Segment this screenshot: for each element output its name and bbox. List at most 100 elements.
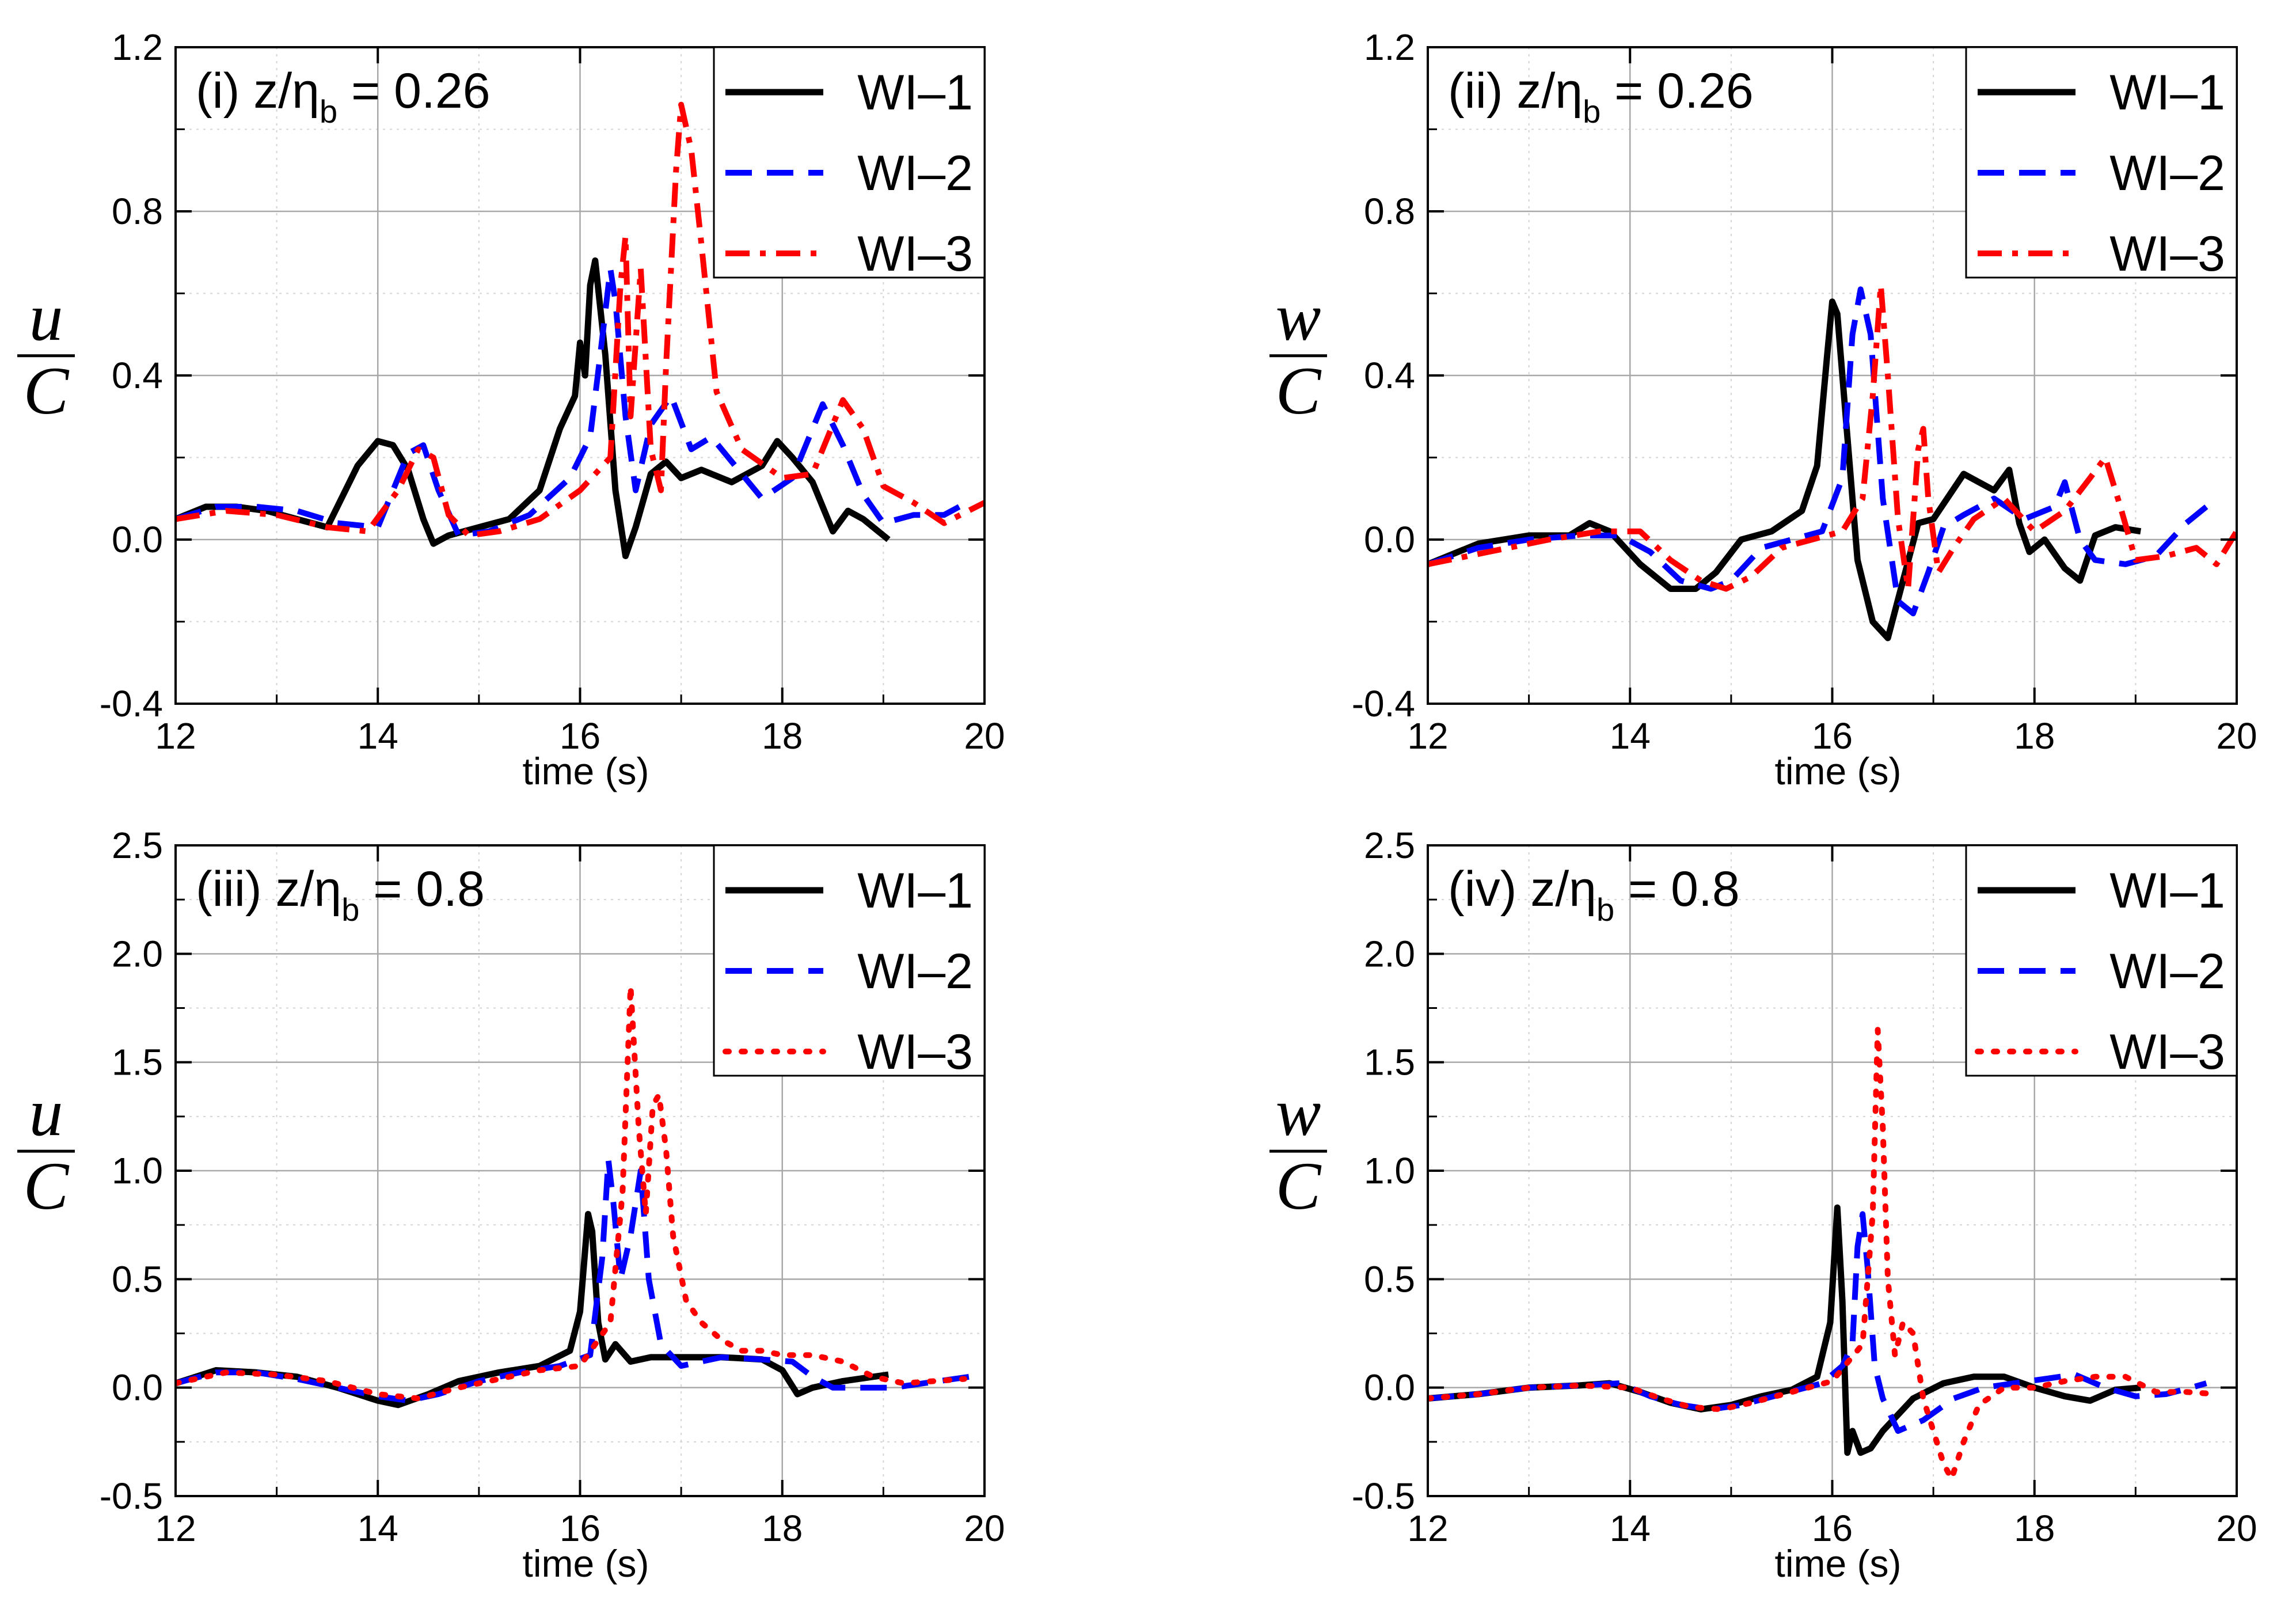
- annotation-prefix: (ii) z/η: [1448, 63, 1583, 119]
- y-tick-label: -0.5: [1352, 1475, 1415, 1517]
- x-axis-label: time (s): [523, 1542, 649, 1585]
- y-tick-label: 1.2: [112, 26, 163, 68]
- legend-label-wi1: WI–1: [2109, 65, 2225, 120]
- series-line-wi2: [176, 265, 961, 538]
- series-line-wi3: [176, 101, 984, 538]
- minor-grid: [1428, 47, 2237, 704]
- legend: WI–1 WI–2 WI–3: [713, 46, 986, 282]
- legend-label-wi3: WI–3: [857, 226, 973, 282]
- legend-box: [1965, 844, 2238, 1077]
- x-tick-label: 18: [762, 1508, 803, 1549]
- legend: WI–1 WI–2 WI–3: [1965, 844, 2238, 1080]
- y-tick-label: 2.0: [1364, 933, 1415, 974]
- legend-label-wi1: WI–1: [2109, 863, 2225, 918]
- y-tick-label: 2.0: [112, 933, 163, 974]
- x-tick-label: 20: [964, 1508, 1005, 1549]
- annotation-prefix: (i) z/η: [196, 63, 320, 119]
- annotation-subscript: b: [1583, 93, 1601, 130]
- minor-grid: [176, 47, 984, 704]
- annotation-suffix: = 0.8: [359, 861, 485, 917]
- x-tick-label: 12: [155, 1508, 196, 1549]
- y-tick-label: 0.8: [1364, 191, 1415, 232]
- series-line-wi3: [1428, 282, 2237, 592]
- y-axis-label-denominator: C: [24, 353, 70, 428]
- series-line-wi3: [1428, 1027, 2219, 1482]
- legend-label-wi3: WI–3: [857, 1024, 973, 1080]
- annotation-prefix: (iv) z/η: [1448, 861, 1596, 917]
- y-tick-label: 0.4: [112, 355, 163, 396]
- series-lines: [176, 101, 984, 559]
- panel-iv: 12 14 16 18 20 -0.5 0.0 0.5 1.0 1.5 2.0 2.5 time (s)…: [1269, 825, 2257, 1585]
- y-axis-label-numerator: w: [1276, 279, 1321, 355]
- panel-iii: 12 14 16 18 20 -0.5 0.0 0.5 1.0 1.5 2.0 2.5 time (s)…: [17, 825, 1005, 1585]
- y-tick-label: -0.4: [100, 683, 163, 724]
- x-tick-label: 14: [358, 715, 398, 757]
- series-line-wi1: [176, 1210, 889, 1409]
- y-tick-label: 0.0: [112, 1367, 163, 1409]
- legend-label-wi2: WI–2: [857, 146, 973, 201]
- x-tick-label: 16: [560, 1508, 600, 1549]
- x-axis-label: time (s): [523, 750, 649, 792]
- y-tick-label: 1.0: [112, 1150, 163, 1191]
- annotation-suffix: = 0.8: [1614, 861, 1740, 917]
- annotation-prefix: (iii) z/η: [196, 861, 341, 917]
- legend-box: [713, 844, 986, 1077]
- series-line-wi2: [1428, 286, 2208, 617]
- panel-annotation: (i) z/ηb = 0.26: [196, 63, 491, 130]
- y-tick-label: 1.0: [1364, 1150, 1415, 1191]
- legend-box: [1965, 46, 2238, 279]
- x-tick-label: 18: [762, 715, 803, 757]
- panel-i: 12 14 16 18 20 -0.4 0.0 0.4 0.8 1.2 time (s) uC (i) …: [17, 26, 1005, 792]
- y-tick-label: 0.5: [1364, 1258, 1415, 1300]
- y-axis-label-numerator: u: [29, 279, 63, 355]
- x-tick-label: 20: [964, 715, 1005, 757]
- x-tick-label: 16: [560, 715, 600, 757]
- annotation-suffix: = 0.26: [1601, 63, 1753, 119]
- y-axis-label-numerator: w: [1276, 1075, 1321, 1150]
- x-tick-label: 20: [2216, 1508, 2257, 1549]
- y-axis-label-denominator: C: [24, 1148, 70, 1224]
- y-tick-label: -0.5: [100, 1475, 163, 1517]
- legend-label-wi3: WI–3: [2109, 226, 2225, 282]
- x-tick-label: 18: [2014, 1508, 2055, 1549]
- legend-box: [713, 46, 986, 279]
- y-tick-label: 1.2: [1364, 26, 1415, 68]
- panel-annotation: (ii) z/ηb = 0.26: [1448, 63, 1754, 130]
- series-lines: [176, 983, 970, 1409]
- y-tick-label: -0.4: [1352, 683, 1415, 724]
- legend-label-wi1: WI–1: [857, 65, 973, 120]
- y-tick-label: 0.0: [1364, 1367, 1415, 1409]
- legend: WI–1 WI–2 WI–3: [713, 844, 986, 1080]
- y-tick-label: 0.4: [1364, 355, 1415, 396]
- y-tick-label: 0.8: [112, 191, 163, 232]
- x-axis-label: time (s): [1775, 750, 1902, 792]
- y-tick-label: 0.0: [112, 519, 163, 560]
- series-line-wi2: [176, 1157, 970, 1404]
- legend-label-wi2: WI–2: [2109, 944, 2225, 999]
- y-tick-label: 0.0: [1364, 519, 1415, 560]
- legend-label-wi1: WI–1: [857, 863, 973, 918]
- legend-label-wi2: WI–2: [2109, 146, 2225, 201]
- series-line-wi1: [1428, 298, 2142, 642]
- x-tick-label: 18: [2014, 715, 2055, 757]
- x-tick-label: 20: [2216, 715, 2257, 757]
- panel-annotation: (iii) z/ηb = 0.8: [196, 861, 485, 928]
- series-line-wi3: [176, 983, 967, 1402]
- series-line-wi1: [176, 257, 891, 559]
- x-tick-label: 14: [358, 1508, 398, 1549]
- annotation-subscript: b: [1596, 891, 1614, 928]
- series-lines: [1428, 282, 2237, 642]
- annotation-suffix: = 0.26: [337, 63, 490, 119]
- x-tick-label: 12: [155, 715, 196, 757]
- y-axis-label-denominator: C: [1276, 353, 1322, 428]
- legend-label-wi3: WI–3: [2109, 1024, 2225, 1080]
- y-tick-label: 2.5: [112, 825, 163, 866]
- x-tick-label: 16: [1812, 1508, 1853, 1549]
- series-lines: [1428, 1027, 2219, 1482]
- y-tick-label: 1.5: [1364, 1042, 1415, 1083]
- legend: WI–1 WI–2 WI–3: [1965, 46, 2238, 282]
- y-tick-label: 2.5: [1364, 825, 1415, 866]
- axis-ticks: [1427, 844, 2238, 1497]
- annotation-subscript: b: [341, 891, 359, 928]
